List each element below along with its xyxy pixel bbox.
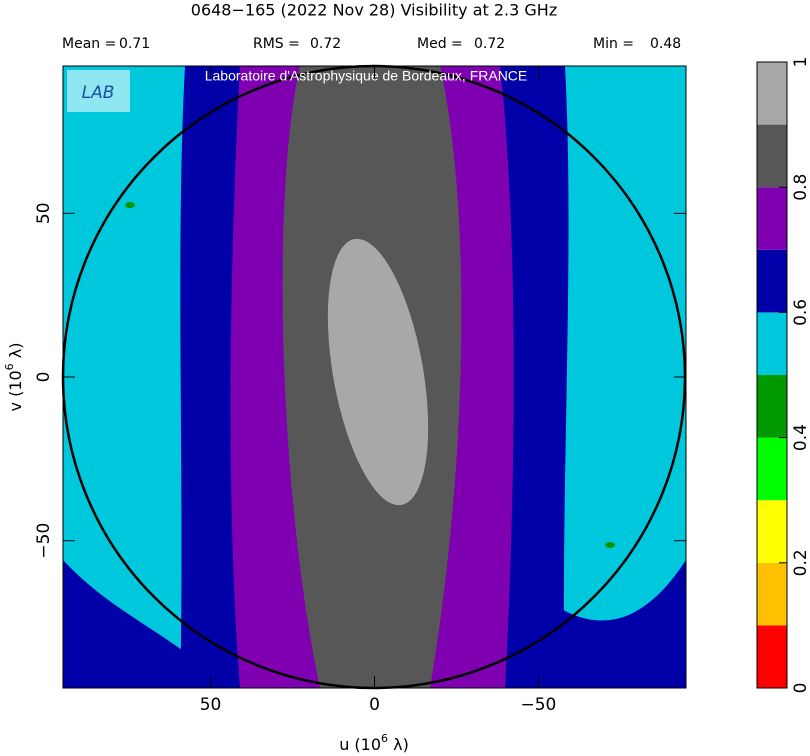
colorbar-bin — [757, 249, 787, 313]
x-axis-label: u (106 λ) — [339, 732, 409, 754]
colorbar-bin — [757, 124, 787, 188]
colorbar-bin — [757, 625, 787, 688]
colorbar-bin — [757, 62, 787, 125]
stat-label: Med = — [417, 36, 463, 52]
y-axis-label: v (106 λ) — [3, 343, 25, 412]
colorbar-tick-label: 1 — [791, 57, 810, 68]
region-light-grey — [327, 238, 429, 506]
stat-value: 0.72 — [310, 36, 341, 52]
colorbar-bin — [757, 187, 787, 250]
colorbar-tick-label: 0.6 — [791, 299, 810, 326]
colorbar-bin — [757, 437, 787, 501]
logo-box — [67, 70, 130, 112]
stat-label: RMS = — [253, 36, 300, 52]
stat-value: 0.72 — [474, 36, 505, 52]
colorbar-bin — [757, 375, 787, 438]
y-tick-label: −50 — [34, 523, 54, 559]
x-tick-label: 50 — [200, 695, 222, 715]
region-blue — [563, 560, 686, 688]
y-tick-label: 0 — [34, 372, 54, 383]
colorbar-bin — [757, 500, 787, 563]
colorbar-frame — [756, 61, 788, 689]
stat-label: Mean = — [62, 36, 116, 52]
colorbar-bin — [757, 312, 787, 375]
colorbar-tick-label: 0 — [791, 683, 810, 694]
stat-value: 0.48 — [650, 36, 681, 52]
chart-title: 0648−165 (2022 Nov 28) Visibility at 2.3… — [191, 1, 557, 20]
colorbar-tick-label: 0.4 — [791, 424, 810, 451]
x-tick-label: 0 — [369, 695, 380, 715]
region-green — [125, 202, 135, 208]
colorbar-tick-label: 0.8 — [791, 174, 810, 201]
stat-value: 0.71 — [119, 36, 150, 52]
region-green — [605, 542, 615, 548]
y-tick-label: 50 — [34, 202, 54, 224]
region-blue — [63, 560, 182, 688]
stat-label: Min = — [593, 36, 634, 52]
logo: LAB — [82, 83, 115, 103]
colorbar-tick-label: 0.2 — [791, 549, 810, 576]
x-tick-label: −50 — [521, 695, 557, 715]
map — [63, 66, 686, 688]
watermark: Laboratoire d'Astrophysique de Bordeaux,… — [205, 68, 528, 84]
colorbar-bin — [757, 562, 787, 626]
